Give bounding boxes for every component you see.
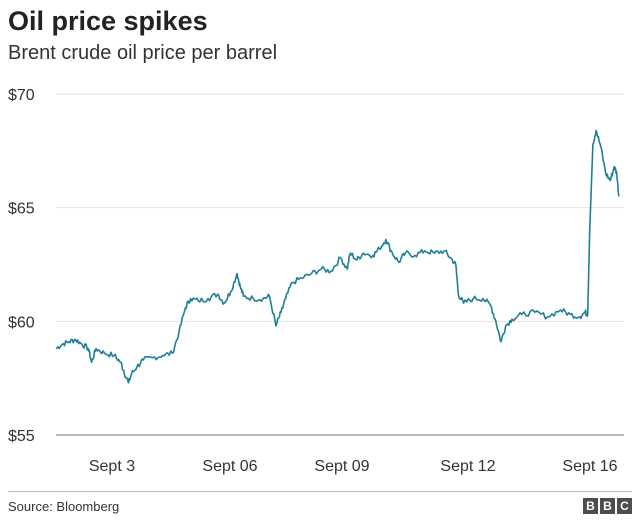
x-tick-label: Sept 12 bbox=[440, 458, 495, 475]
x-tick-label: Sept 09 bbox=[314, 458, 369, 475]
bbc-logo: B B C bbox=[583, 498, 632, 514]
logo-letter: B bbox=[583, 498, 598, 514]
x-axis-labels: Sept 3 Sept 06 Sept 09 Sept 12 Sept 16 bbox=[89, 458, 618, 475]
series-line bbox=[55, 129, 620, 384]
y-axis-labels: $70 $65 $60 $55 bbox=[8, 87, 35, 445]
y-tick-label: $55 bbox=[8, 428, 35, 445]
chart-subtitle: Brent crude oil price per barrel bbox=[8, 42, 278, 64]
y-tick-label: $60 bbox=[8, 314, 35, 331]
series-layer bbox=[55, 129, 620, 384]
x-tick-label: Sept 3 bbox=[89, 458, 135, 475]
y-tick-label: $65 bbox=[8, 201, 35, 218]
gridlines bbox=[56, 93, 624, 436]
source-note: Source: Bloomberg bbox=[8, 499, 120, 514]
x-tick-label: Sept 06 bbox=[202, 458, 257, 475]
x-tick-label: Sept 16 bbox=[562, 458, 617, 475]
footer-divider bbox=[8, 491, 632, 492]
line-chart: $70 $65 $60 $55 Sept 3 Sept 06 Sept 09 Sept 12… bbox=[8, 87, 624, 475]
y-tick-label: $70 bbox=[8, 87, 35, 104]
chart-title: Oil price spikes bbox=[8, 6, 208, 36]
logo-letter: C bbox=[617, 498, 632, 514]
logo-letter: B bbox=[600, 498, 615, 514]
